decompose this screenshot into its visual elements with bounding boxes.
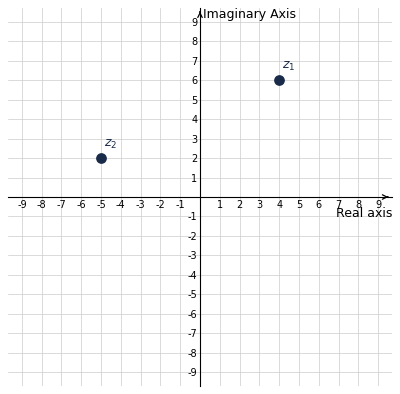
- Text: $z_1$: $z_1$: [282, 60, 296, 73]
- Point: [98, 155, 104, 161]
- Point: [276, 77, 282, 83]
- Text: Real axis: Real axis: [336, 207, 392, 220]
- Text: Imaginary Axis: Imaginary Axis: [203, 8, 296, 21]
- Text: $z_2$: $z_2$: [104, 138, 117, 151]
